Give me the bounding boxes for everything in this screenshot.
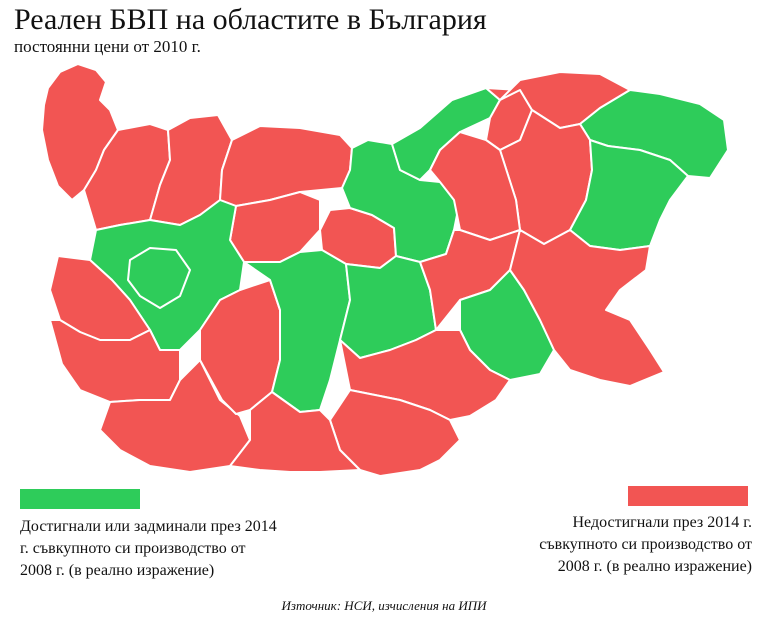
region-burgas [509,229,665,387]
map-title: Реален БВП на областите в България [14,3,487,36]
region-plovdiv [243,249,351,413]
legend-label-not-reached: Недостигнали през 2014 г. съвкупното си … [539,514,752,575]
legend-swatch-reached [20,489,140,509]
region-pleven [219,125,353,207]
region-kyustendil [49,319,181,403]
source-note: Източник: НСИ, изчисления на ИПИ [281,598,487,613]
region-varna [569,139,689,251]
legend-label-reached: Достигнали или задминали през 2014 г. съ… [20,518,277,579]
map-subtitle: постоянни цени от 2010 г. [14,37,201,56]
region-ruse [391,87,501,181]
region-smolyan [229,391,361,473]
legend-swatch-not-reached [628,486,748,506]
region-blagoevgrad [99,359,251,473]
region-sofia-city [127,247,191,309]
